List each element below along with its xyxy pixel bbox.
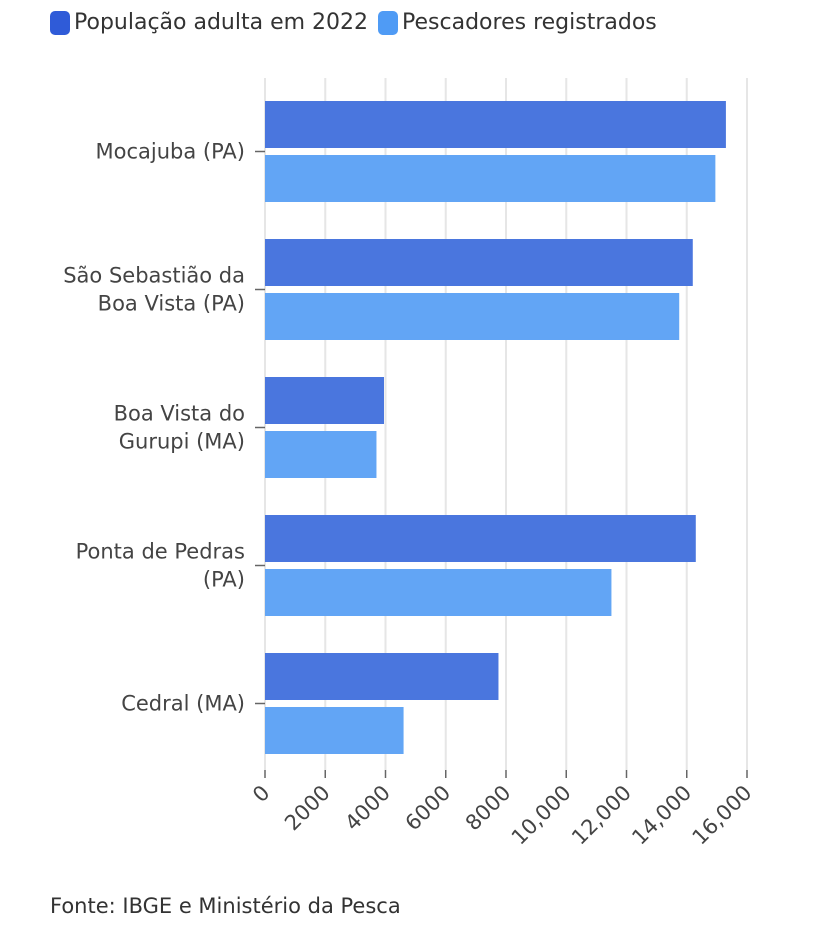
legend-swatch-pescadores — [378, 10, 399, 35]
category-label-line: São Sebastião da — [63, 264, 245, 288]
category-label-line: Boa Vista (PA) — [98, 292, 245, 316]
x-tick-label-3: 6000 — [401, 781, 456, 836]
bar-s1-c4 — [265, 707, 404, 754]
category-label-line: (PA) — [203, 568, 245, 592]
x-tick-label-8: 16,000 — [688, 781, 757, 850]
category-label-line: Cedral (MA) — [121, 692, 245, 716]
x-tick-label-7: 14,000 — [627, 781, 696, 850]
category-label-2: Boa Vista do Gurupi (MA) — [114, 402, 245, 454]
bar-s0-c3 — [265, 515, 696, 562]
category-label-line: Boa Vista do — [114, 402, 245, 426]
bar-s0-c1 — [265, 239, 693, 286]
x-tick-label-6: 12,000 — [567, 781, 636, 850]
x-tick-label-0: 0 — [248, 781, 274, 807]
bar-s0-c0 — [265, 101, 726, 148]
x-tick-label-4: 8000 — [461, 781, 516, 836]
bar-s0-c2 — [265, 377, 384, 424]
legend-item-populacao: População adulta em 2022 — [50, 10, 368, 35]
x-tick-label-2: 4000 — [340, 781, 395, 836]
category-label-3: Ponta de Pedras (PA) — [76, 540, 245, 592]
category-label-line: Mocajuba (PA) — [96, 140, 245, 164]
legend-label-populacao: População adulta em 2022 — [74, 10, 369, 35]
category-label-1: São Sebastião da Boa Vista (PA) — [63, 264, 245, 316]
legend-item-pescadores: Pescadores registrados — [378, 10, 657, 35]
bar-s1-c1 — [265, 293, 680, 340]
bar-s1-c2 — [265, 431, 377, 478]
legend-swatch-populacao — [50, 10, 70, 35]
source-note: Fonte: IBGE e Ministério da Pesca — [50, 894, 401, 918]
legend: População adulta em 2022 Pescadores regi… — [50, 10, 667, 35]
category-label-line: Ponta de Pedras — [76, 540, 245, 564]
bar-s0-c4 — [265, 653, 499, 700]
category-label-0: Mocajuba (PA) — [96, 140, 245, 164]
x-tick-label-1: 2000 — [280, 781, 335, 836]
legend-label-pescadores: Pescadores registrados — [402, 10, 657, 35]
x-tick-label-5: 10,000 — [507, 781, 576, 850]
category-label-4: Cedral (MA) — [121, 692, 245, 716]
bar-s1-c3 — [265, 569, 612, 616]
bar-chart: Mocajuba (PA) São Sebastião da Boa Vista (… — [63, 78, 757, 850]
category-label-line: Gurupi (MA) — [119, 430, 245, 454]
bar-s1-c0 — [265, 155, 716, 202]
